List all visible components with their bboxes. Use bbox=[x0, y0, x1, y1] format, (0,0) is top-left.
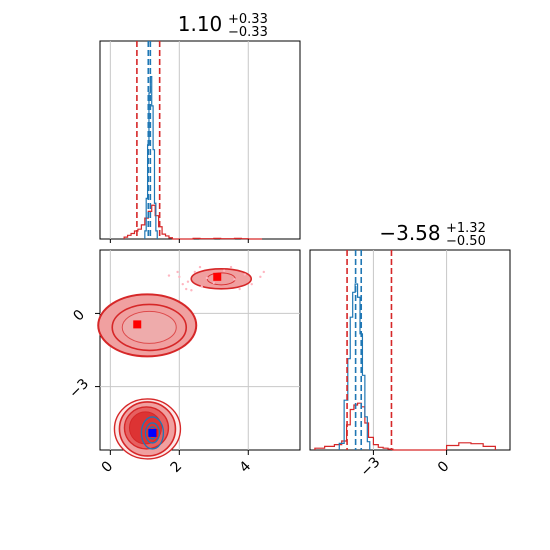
param2-blue-histogram bbox=[338, 283, 371, 450]
scatter-point-1 bbox=[186, 280, 190, 283]
param1-title-plus: +0.33 bbox=[228, 12, 268, 27]
y-axis-param2-ticklabel-1: 0 bbox=[70, 307, 88, 325]
scatter-point-5 bbox=[212, 281, 215, 285]
marginal-panel-1: 1.10 +0.33 −0.33 bbox=[99, 12, 301, 240]
param2-title-value: −3.58 bbox=[379, 221, 440, 245]
joint-grid bbox=[100, 250, 300, 450]
red-center-marker-0 bbox=[133, 320, 142, 329]
panel2-histograms bbox=[314, 283, 496, 451]
red-center-marker-1 bbox=[213, 272, 222, 281]
param1-title: 1.10 bbox=[178, 12, 223, 36]
scatter-point-8 bbox=[243, 273, 247, 276]
param1-red-histogram bbox=[123, 204, 263, 240]
x-axis-param1-ticklabel-1: 2 bbox=[168, 458, 186, 476]
x-axis-param2-ticklabel-0: −3 bbox=[358, 454, 384, 480]
scatter-point-7 bbox=[233, 278, 236, 281]
param2-red-histogram bbox=[314, 402, 496, 451]
panel2-grid bbox=[372, 250, 448, 450]
panel1-histograms bbox=[123, 76, 263, 240]
y-axis-param2: −3 0 bbox=[66, 307, 100, 402]
scatter-point-9 bbox=[250, 282, 253, 286]
blue-center-marker bbox=[148, 428, 157, 437]
panel2-quantile-lines bbox=[346, 250, 393, 450]
mode-1-inner-contour bbox=[121, 310, 177, 344]
scatter-point-18 bbox=[190, 289, 193, 292]
joint-contours bbox=[97, 265, 265, 460]
scatter-point-12 bbox=[181, 282, 184, 286]
scatter-point-15 bbox=[262, 270, 265, 274]
scatter-point-2 bbox=[193, 270, 197, 274]
scatter-point-10 bbox=[259, 275, 262, 279]
scatter-point-16 bbox=[198, 265, 202, 269]
x-axis-param1-ticklabel-2: 4 bbox=[237, 458, 255, 476]
scatter-point-6 bbox=[222, 269, 226, 272]
panel1-quantile-lines bbox=[136, 41, 161, 239]
scatter-point-11 bbox=[176, 270, 179, 274]
param2-title-plus: +1.32 bbox=[446, 221, 486, 236]
scatter-point-3 bbox=[200, 285, 203, 288]
param1-title-minus: −0.33 bbox=[228, 25, 268, 40]
scatter-point-17 bbox=[167, 274, 171, 277]
joint-panel bbox=[97, 249, 301, 460]
x-axis-param1-ticklabel-0: 0 bbox=[99, 458, 117, 476]
panel1-grid bbox=[109, 41, 249, 239]
x-axis-param2: −3 0 bbox=[358, 450, 453, 480]
param2-title-minus: −0.50 bbox=[446, 234, 486, 249]
scatter-point-0 bbox=[178, 275, 181, 279]
marginal-panel-2: −3.58 +1.32 −0.50 bbox=[309, 221, 511, 451]
y-axis-param2-ticklabel-0: −3 bbox=[66, 376, 92, 402]
scatter-point-4 bbox=[205, 276, 209, 280]
scatter-point-19 bbox=[238, 287, 241, 291]
param2-title: −3.58 bbox=[379, 221, 440, 245]
x-axis-param2-ticklabel-1: 0 bbox=[435, 458, 453, 476]
param1-blue-histogram bbox=[144, 76, 158, 239]
blue-mid-contour bbox=[144, 422, 161, 444]
mode-3-inner-contour bbox=[128, 411, 162, 445]
joint-points bbox=[133, 272, 222, 437]
scatter-point-13 bbox=[185, 287, 188, 291]
blue-outer-contour bbox=[140, 416, 165, 450]
param1-title-value: 1.10 bbox=[178, 12, 223, 36]
scatter-point-14 bbox=[229, 265, 233, 269]
